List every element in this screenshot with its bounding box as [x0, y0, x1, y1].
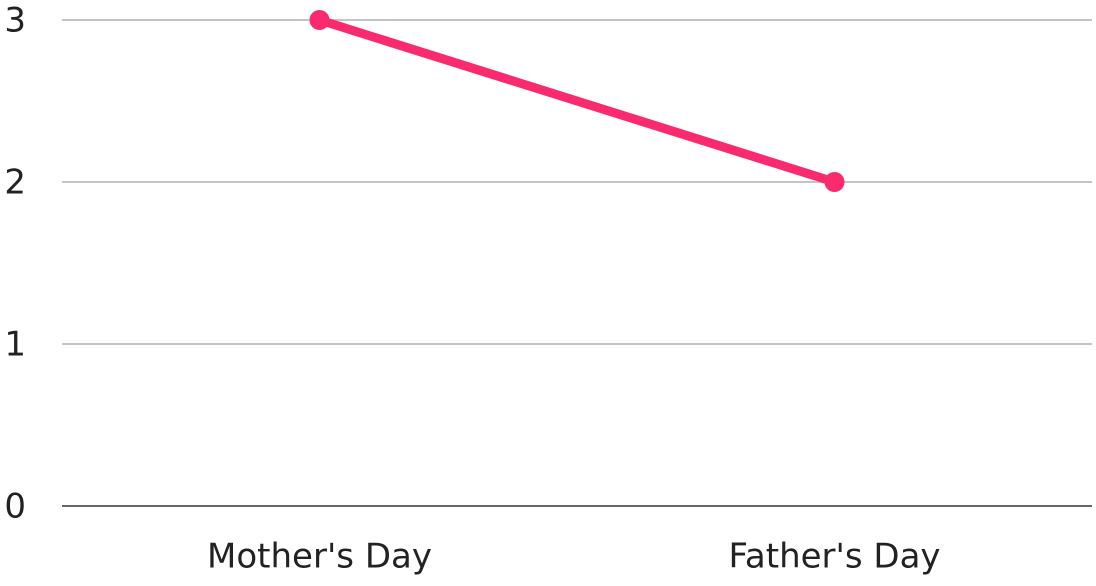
- y-tick-label: 2: [4, 163, 26, 203]
- point: [824, 172, 845, 192]
- y-tick-label: 1: [4, 325, 26, 365]
- point: [309, 10, 330, 30]
- y-tick-label: 3: [4, 1, 26, 41]
- x-tick-label: Mother's Day: [207, 537, 432, 577]
- line: [318, 15, 836, 187]
- x-tick-label: Father's Day: [728, 537, 940, 577]
- y-tick-label: 0: [4, 487, 26, 527]
